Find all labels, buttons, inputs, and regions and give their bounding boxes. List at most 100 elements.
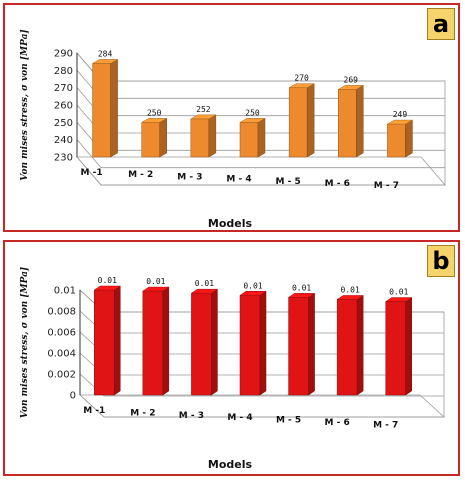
gridline-side-0 [76,156,102,186]
data-label: 0.01 [243,281,262,290]
y-tick-label: 0.004 [47,349,76,360]
data-label: 252 [196,105,211,114]
bar-side [356,294,364,396]
bar-front [288,297,309,396]
bar-top [336,295,364,300]
y-tick-label: 270 [54,83,73,94]
bar-side [208,114,217,158]
bar-top [91,59,119,64]
bar-side [110,58,118,158]
data-label: 0.01 [292,283,311,292]
bar-1 [93,285,122,396]
x-tick-label: M -1 [81,168,103,178]
y-tick-label: 0.002 [47,370,76,381]
x-tick-label: M - 6 [325,418,350,428]
gridline-side-1 [76,139,102,168]
y-tick-label: 250 [54,118,73,129]
y-tick-label: 0.01 [54,286,76,297]
x-tick-label: M - 7 [374,181,399,191]
bar-front [239,295,261,396]
y-axis-label: Von mises stress, σ von [MPa] [20,29,30,180]
bar-2 [140,117,168,158]
x-tick-label: M - 5 [276,177,301,187]
data-label: 284 [98,49,113,58]
bar-3 [190,288,219,396]
bar-front [387,123,406,158]
data-label: 0.01 [195,279,214,288]
data-label: 0.01 [389,288,408,297]
bar-top [239,291,267,296]
bar-front [94,289,115,396]
chart-panel-a: 230 240 250 260 270 280 290 284 M -1 250 M - 2 252 M… [3,3,460,232]
bar-front [336,299,358,396]
bar-7 [384,297,413,396]
y-axis-label: Von mises stress, σ von [MPa] [20,267,30,418]
bar-front [141,122,160,158]
bar-top [189,114,217,120]
bar-top [386,119,414,125]
bar-top [140,118,168,123]
bar-front [288,87,308,158]
x-tick-label: M - 5 [276,416,301,426]
bar-1 [91,58,119,158]
bar-2 [142,286,170,396]
bar-6 [336,294,364,396]
y-tick-label: 230 [54,153,73,164]
panel-label-b: b [427,245,455,277]
bar-side [308,292,315,396]
y-tick-label: 0.006 [47,328,76,339]
y-tick-label: 0 [70,391,76,402]
bar-top [142,286,170,292]
bar-front [190,118,210,158]
bar-front [191,292,212,396]
x-tick-label: M - 4 [226,175,251,185]
bar-side [356,84,364,158]
bar-front [239,122,259,158]
y-tick-label: 260 [54,101,73,112]
bar-5 [287,292,316,396]
x-tick-label: M - 2 [128,170,153,180]
bar-side [162,286,170,396]
x-tick-label: M - 7 [373,420,398,430]
data-label: 0.01 [146,277,165,286]
y-tick-label: 290 [54,49,73,60]
gridline-side-0 [79,394,105,418]
y-tick-label: 240 [54,135,73,146]
bar-front [385,301,406,396]
chart-panel-b: 0 0.002 0.004 0.006 0.008 0.01 0.01 M -1 0.01 M -… [3,240,460,476]
bar-4 [239,290,267,396]
bar-side [257,117,266,158]
x-tick-label: M - 3 [179,411,204,421]
bar-side [405,297,412,396]
bar-side [159,117,167,158]
x-axis-label: Models [208,217,253,230]
bar-side [306,83,315,158]
bar-top [384,297,413,302]
chart-b-svg: 0 0.002 0.004 0.006 0.008 0.01 0.01 M -1 0.01 M -… [20,267,446,471]
bar-top [337,85,365,90]
data-label: 0.01 [341,285,360,294]
bar-side [405,119,413,158]
bar-front [142,290,164,396]
bar-5 [288,83,316,158]
bar-front [92,63,111,158]
y-tick-label: 0.008 [47,307,76,318]
bar-top [190,288,219,294]
data-label: 250 [147,108,162,117]
bar-3 [189,114,217,158]
x-tick-label: M - 2 [130,408,155,418]
bar-6 [337,84,365,158]
data-label: 269 [344,75,359,84]
x-axis-label: Models [208,458,253,471]
bar-7 [386,119,414,158]
bar-top [287,293,316,298]
x-tick-label: M - 3 [177,172,202,182]
x-tick-label: M - 6 [325,179,350,189]
x-tick-label: M -1 [83,406,105,416]
x-tick-label: M - 4 [227,413,252,423]
data-label: 249 [393,110,408,119]
panel-label-a: a [427,8,455,40]
bar-top [239,118,266,123]
data-label: 0.01 [98,276,117,285]
bar-top [93,285,122,291]
